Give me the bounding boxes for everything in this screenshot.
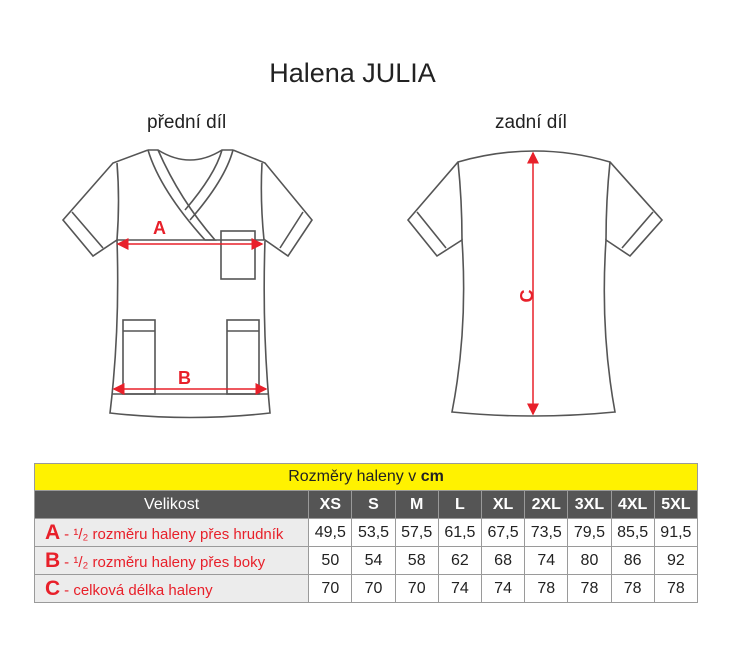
row-key: A xyxy=(45,520,61,544)
page-title: Halena JULIA xyxy=(269,58,436,88)
row-key: C xyxy=(45,576,61,600)
size-col-4XL: 4XL xyxy=(610,490,655,519)
size-col-M: M xyxy=(394,490,439,519)
row-description: - ¹/₂ rozměru haleny přes hrudník xyxy=(64,525,284,543)
size-col-XS: XS xyxy=(308,490,353,519)
table-row: A- ¹/₂ rozměru haleny přes hrudník 49,5 53… xyxy=(33,518,699,547)
table-cell: 74 xyxy=(524,546,569,575)
table-cell: 92 xyxy=(653,546,699,575)
size-header: Velikost xyxy=(33,490,310,519)
table-cell: 53,5 xyxy=(351,518,396,547)
table-cell: 58 xyxy=(394,546,439,575)
table-cell: 50 xyxy=(308,546,353,575)
size-col-3XL: 3XL xyxy=(567,490,612,519)
front-label: přední díl xyxy=(147,112,227,133)
size-header-row: Velikost XS S M L XL 2XL 3XL 4XL 5XL xyxy=(33,490,699,519)
table-row: C- celková délka haleny 70 70 70 74 74 78 78 78 7… xyxy=(33,574,699,603)
row-label: B- ¹/₂ rozměru haleny přes boky xyxy=(33,546,310,575)
table-cell: 67,5 xyxy=(480,518,526,547)
table-cell: 86 xyxy=(610,546,655,575)
table-cell: 78 xyxy=(610,574,655,603)
table-cell: 80 xyxy=(567,546,612,575)
table-cell: 70 xyxy=(394,574,439,603)
row-description: - ¹/₂ rozměru haleny přes boky xyxy=(64,553,266,571)
marker-b: B xyxy=(178,368,191,388)
back-shirt-drawing xyxy=(406,150,664,417)
table-cell: 78 xyxy=(567,574,612,603)
back-label: zadní díl xyxy=(495,112,567,133)
size-col-2XL: 2XL xyxy=(524,490,569,519)
size-col-XL: XL xyxy=(480,490,526,519)
row-label: C- celková délka haleny xyxy=(33,574,310,603)
table-cell: 91,5 xyxy=(653,518,699,547)
table-cell: 68 xyxy=(480,546,526,575)
table-cell: 74 xyxy=(480,574,526,603)
table-cell: 85,5 xyxy=(610,518,655,547)
table-cell: 78 xyxy=(524,574,569,603)
marker-a: A xyxy=(153,218,166,238)
table-cell: 54 xyxy=(351,546,396,575)
table-cell: 61,5 xyxy=(437,518,482,547)
table-row: B- ¹/₂ rozměru haleny přes boky 50 54 58 62 6… xyxy=(33,546,699,575)
table-cell: 70 xyxy=(308,574,353,603)
size-col-L: L xyxy=(437,490,482,519)
row-key: B xyxy=(45,548,61,572)
row-description: - celková délka haleny xyxy=(64,581,213,599)
table-cell: 78 xyxy=(653,574,699,603)
table-cell: 57,5 xyxy=(394,518,439,547)
table-cell: 74 xyxy=(437,574,482,603)
table-cell: 70 xyxy=(351,574,396,603)
row-label: A- ¹/₂ rozměru haleny přes hrudník xyxy=(33,518,310,547)
size-table: Rozměry haleny v cm Velikost XS S M L XL 2XL 3… xyxy=(33,463,699,603)
table-cell: 62 xyxy=(437,546,482,575)
size-col-5XL: 5XL xyxy=(653,490,699,519)
table-cell: 49,5 xyxy=(308,518,353,547)
table-cell: 73,5 xyxy=(524,518,569,547)
table-caption: Rozměry haleny v cm xyxy=(34,463,698,491)
marker-c: C xyxy=(517,290,537,303)
size-col-S: S xyxy=(351,490,396,519)
table-cell: 79,5 xyxy=(567,518,612,547)
garment-drawings: A B C xyxy=(61,149,664,419)
